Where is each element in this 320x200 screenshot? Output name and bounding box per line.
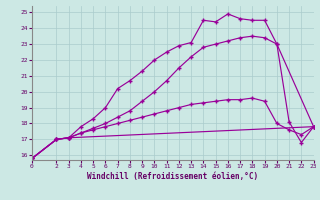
X-axis label: Windchill (Refroidissement éolien,°C): Windchill (Refroidissement éolien,°C) xyxy=(87,172,258,181)
